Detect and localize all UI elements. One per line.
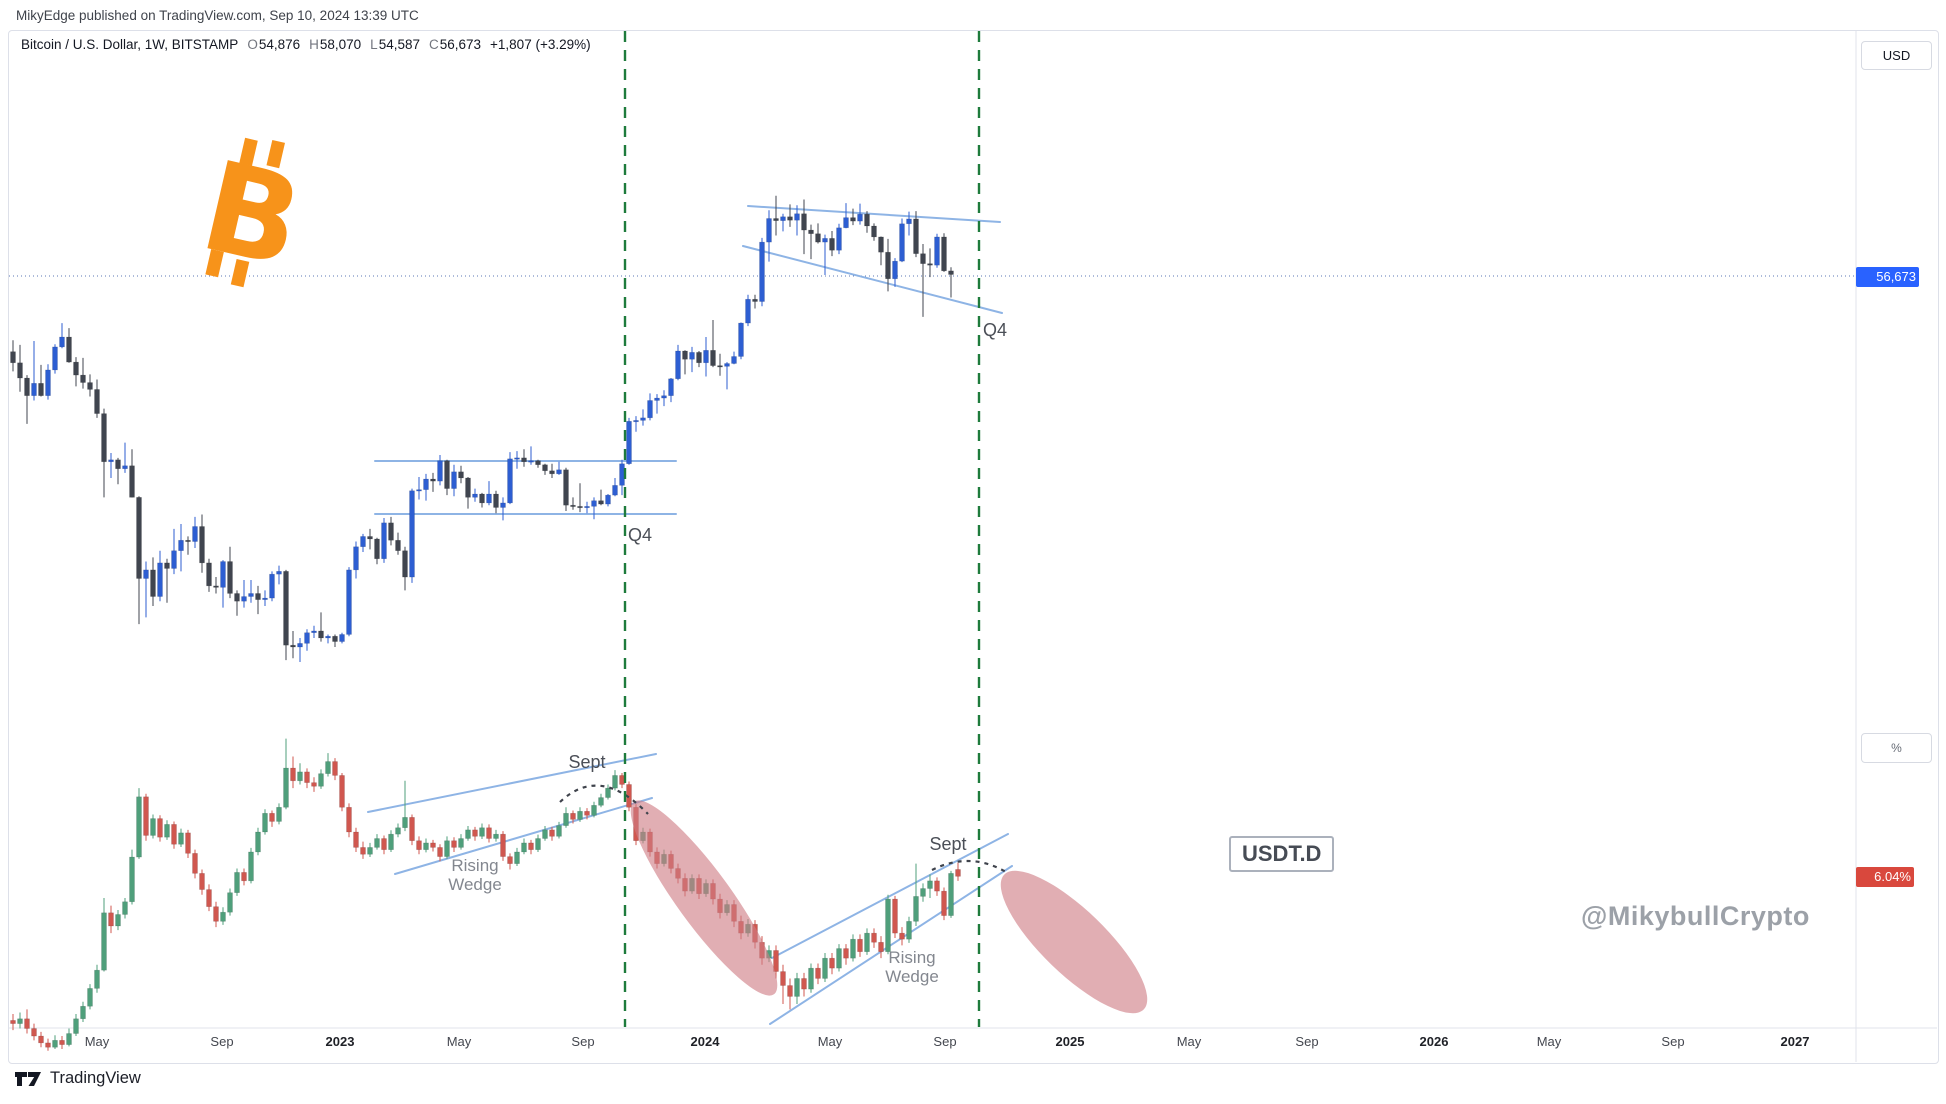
trendline[interactable] (367, 753, 657, 813)
tradingview-icon (15, 1071, 41, 1086)
ohlc-open: O54,876 (247, 37, 301, 52)
attribution-text: MikyEdge published on TradingView.com, S… (16, 8, 419, 23)
projection-ellipse[interactable] (982, 852, 1166, 1033)
year-tick-label: 2026 (1419, 1034, 1449, 1049)
month-tick-label: Sep (933, 1034, 957, 1049)
month-tick-label: May (1536, 1034, 1562, 1049)
year-tick-label: 2024 (690, 1034, 720, 1049)
month-tick-label: May (446, 1034, 472, 1049)
usdt-dominance-tag[interactable]: USDT.D (1229, 836, 1335, 872)
month-tick-label: May (84, 1034, 110, 1049)
q4-annotation-2024[interactable]: Q4 (983, 320, 1008, 340)
rounded-top-arc[interactable] (931, 859, 1007, 873)
tradingview-brand-text: TradingView (50, 1069, 141, 1087)
year-tick-label: 2023 (325, 1034, 355, 1049)
month-tick-label: Sep (1661, 1034, 1685, 1049)
year-tick-label: 2027 (1780, 1034, 1810, 1049)
last-price-label: 56,673 (1856, 267, 1919, 287)
author-watermark: @MikybullCrypto (1581, 901, 1810, 931)
usdt-dominance-price-label: 6.04% (1856, 867, 1914, 887)
symbol-info-bar[interactable]: Bitcoin / U.S. Dollar, 1W, BITSTAMP O54,… (21, 37, 591, 52)
year-tick-label: 2025 (1055, 1034, 1085, 1049)
trendline[interactable] (771, 833, 1009, 959)
percent-scale-button[interactable]: % (1861, 733, 1932, 763)
trendline[interactable] (394, 797, 653, 875)
sept-annotation-2024[interactable]: Sept (929, 834, 967, 854)
month-tick-label: Sep (1295, 1034, 1319, 1049)
ohlc-high: H58,070 (309, 37, 362, 52)
q4-annotation-2023[interactable]: Q4 (628, 525, 653, 545)
month-tick-label: Sep (571, 1034, 595, 1049)
price-change: +1,807 (+3.29%) (490, 37, 591, 52)
ohlc-low: L54,587 (370, 37, 420, 52)
month-tick-label: Sep (210, 1034, 234, 1049)
rising-wedge-label-2024[interactable]: Rising Wedge (885, 948, 939, 986)
currency-scale-button[interactable]: USD (1861, 41, 1932, 70)
symbol-title: Bitcoin / U.S. Dollar, 1W, BITSTAMP (21, 37, 239, 52)
projection-ellipse[interactable] (612, 786, 796, 1010)
trendline[interactable] (742, 245, 1003, 314)
bitcoin-icon: B (190, 135, 314, 297)
rounded-top-arc[interactable] (559, 784, 649, 815)
sept-annotation-2023[interactable]: Sept (568, 752, 606, 772)
tradingview-footer[interactable]: TradingView (14, 1069, 141, 1088)
month-tick-label: May (1176, 1034, 1202, 1049)
month-tick-label: May (817, 1034, 843, 1049)
ohlc-close: C56,673 (428, 37, 482, 52)
trendline[interactable] (769, 865, 1013, 1025)
rising-wedge-label-2023[interactable]: Rising Wedge (448, 856, 502, 894)
